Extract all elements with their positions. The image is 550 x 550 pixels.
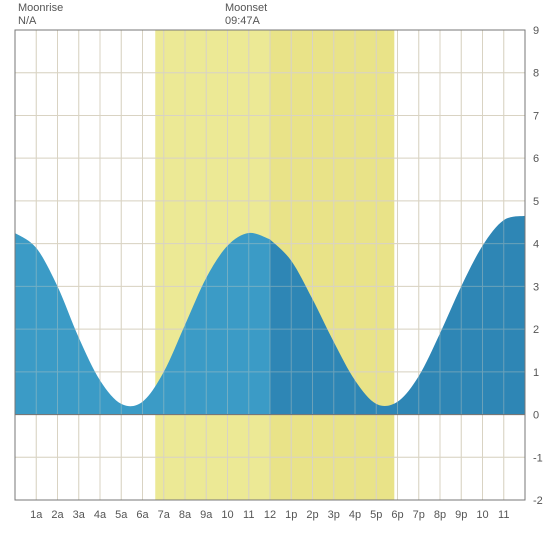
x-tick-label: 8a xyxy=(179,509,192,521)
moonrise-block: Moonrise N/A xyxy=(18,2,63,28)
tide-chart-container: Moonrise N/A Moonset 09:47A -2-101234567… xyxy=(0,0,550,550)
x-tick-label: 11 xyxy=(243,509,254,521)
header-labels: Moonrise N/A Moonset 09:47A xyxy=(0,2,550,32)
x-tick-label: 9p xyxy=(455,509,467,521)
y-tick-label: -1 xyxy=(533,452,543,464)
x-tick-label: 6a xyxy=(136,509,149,521)
y-tick-label: 1 xyxy=(533,367,539,379)
x-tick-label: 11 xyxy=(498,509,509,521)
x-tick-label: 1p xyxy=(285,509,297,521)
x-tick-label: 7a xyxy=(158,509,171,521)
x-tick-label: 8p xyxy=(434,509,446,521)
x-tick-label: 3p xyxy=(328,509,340,521)
x-tick-label: 12 xyxy=(264,509,276,521)
x-tick-label: 9a xyxy=(200,509,213,521)
x-tick-label: 1a xyxy=(30,509,43,521)
y-tick-label: 4 xyxy=(533,239,539,251)
moonset-label: Moonset xyxy=(225,2,267,15)
y-tick-label: 7 xyxy=(533,110,539,122)
y-tick-label: 3 xyxy=(533,281,539,293)
y-tick-label: -2 xyxy=(533,495,543,507)
y-tick-label: 0 xyxy=(533,410,539,422)
x-tick-label: 3a xyxy=(73,509,86,521)
x-tick-label: 10 xyxy=(221,509,233,521)
x-tick-label: 10 xyxy=(476,509,488,521)
moonset-value: 09:47A xyxy=(225,15,267,28)
y-tick-label: 6 xyxy=(533,153,539,165)
x-tick-label: 4a xyxy=(94,509,107,521)
x-tick-label: 5a xyxy=(115,509,128,521)
x-tick-label: 2a xyxy=(51,509,64,521)
moonset-block: Moonset 09:47A xyxy=(225,2,267,28)
moonrise-value: N/A xyxy=(18,15,63,28)
moonrise-label: Moonrise xyxy=(18,2,63,15)
x-tick-label: 2p xyxy=(306,509,318,521)
x-tick-label: 7p xyxy=(413,509,425,521)
x-tick-label: 4p xyxy=(349,509,361,521)
y-tick-label: 8 xyxy=(533,68,539,80)
y-tick-label: 2 xyxy=(533,324,539,336)
x-tick-label: 6p xyxy=(391,509,403,521)
tide-chart: -2-101234567891a2a3a4a5a6a7a8a9a1011121p… xyxy=(0,0,550,550)
x-tick-label: 5p xyxy=(370,509,382,521)
y-tick-label: 5 xyxy=(533,196,539,208)
